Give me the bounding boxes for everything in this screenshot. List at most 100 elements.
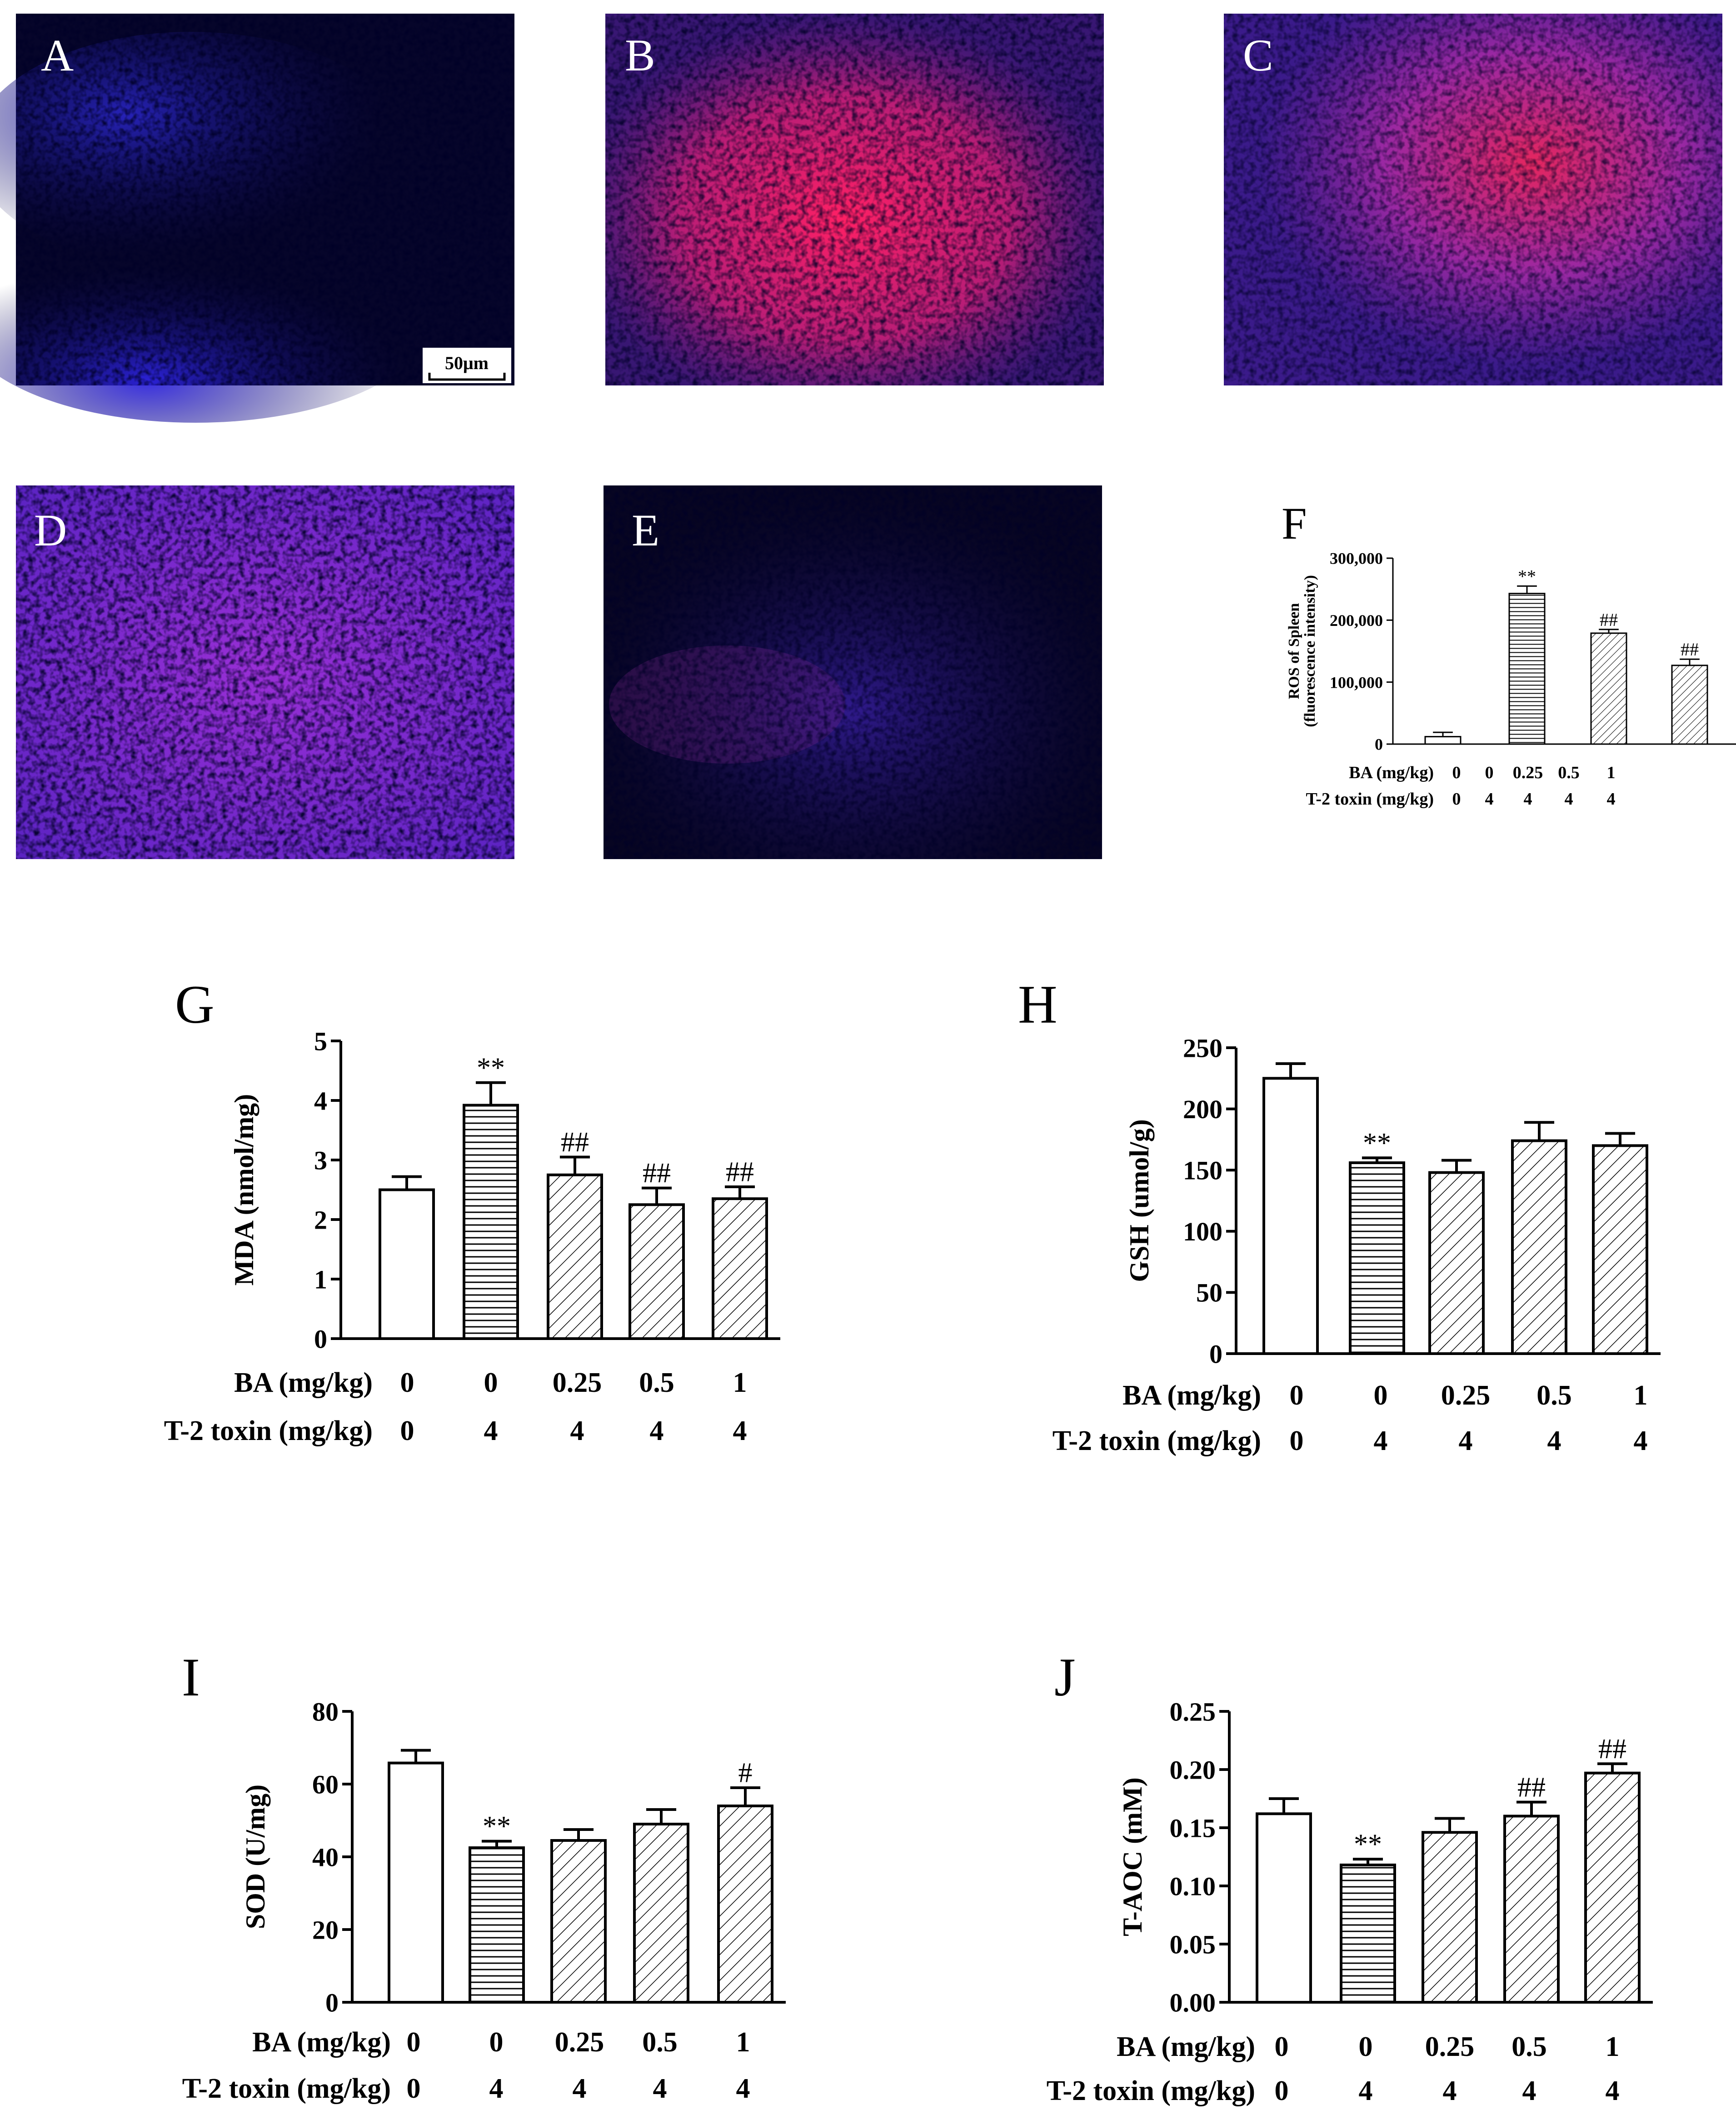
- panel-label: J: [1054, 1647, 1076, 1707]
- micrograph-e: E: [604, 485, 1102, 859]
- row-value-ba: 1: [733, 1367, 747, 1398]
- bar: [1262, 1077, 1319, 1355]
- row-value-ba: 0.25: [1513, 763, 1543, 782]
- row-value-ba: 0: [1359, 2031, 1373, 2062]
- bar: [629, 1203, 685, 1340]
- row-value-t2: 0: [1275, 2075, 1289, 2106]
- row-value-t2: 4: [1634, 1425, 1648, 1456]
- y-tick-label: 150: [1183, 1156, 1222, 1185]
- y-axis-label: (fluorescence intensity): [1302, 575, 1318, 727]
- row-value-ba: 0.25: [1425, 2031, 1475, 2062]
- y-axis-label: GSH (umol/g): [1124, 1119, 1154, 1282]
- bar: [1584, 1771, 1641, 2004]
- panel-label-e: E: [632, 505, 659, 555]
- panel-label-b: B: [625, 30, 655, 80]
- row-value-ba: 1: [1634, 1380, 1648, 1411]
- scale-bar-box: [423, 348, 511, 383]
- significance-mark: **: [1354, 1829, 1382, 1860]
- panel-label-c: C: [1243, 30, 1273, 80]
- y-tick-label: 300,000: [1330, 550, 1383, 568]
- y-tick-label: 200: [1183, 1095, 1222, 1124]
- y-tick-label: 100,000: [1330, 673, 1383, 691]
- row-value-ba: 0: [484, 1367, 498, 1398]
- bar: [1511, 1139, 1567, 1355]
- y-tick-label: 0.05: [1170, 1930, 1216, 1959]
- panel-label: I: [182, 1647, 200, 1707]
- row-value-ba: 0.5: [1512, 2031, 1547, 2062]
- row-value-ba: 0.25: [553, 1367, 602, 1398]
- panel-label: H: [1018, 974, 1058, 1035]
- significance-mark: **: [1518, 566, 1536, 586]
- row-label-t2: T-2 toxin (mg/kg): [1306, 790, 1434, 809]
- row-label-ba: BA (mg/kg): [1349, 763, 1434, 782]
- significance-mark: ##: [1598, 1734, 1626, 1765]
- row-value-ba: 0.5: [1536, 1380, 1572, 1411]
- significance-mark: ##: [1600, 610, 1618, 630]
- row-value-t2: 4: [736, 2073, 750, 2104]
- bar: [712, 1197, 768, 1340]
- bar: [550, 1839, 607, 2004]
- row-value-ba: 0: [1374, 1380, 1388, 1411]
- y-tick-label: 0.25: [1170, 1697, 1216, 1726]
- row-value-t2: 4: [1374, 1425, 1388, 1456]
- row-value-t2: 4: [1524, 790, 1532, 809]
- row-label-ba: BA (mg/kg): [252, 2027, 391, 2058]
- y-tick-label: 0: [325, 1988, 339, 2017]
- bar-charts: F 0 100,000 200,000 300,000 ROS of Spleen(flu…: [164, 498, 1736, 2106]
- chart-f: F 0 100,000 200,000 300,000 ROS of Spleen(flu…: [1282, 498, 1736, 809]
- row-value-t2: 4: [1565, 790, 1573, 809]
- row-label-ba: BA (mg/kg): [1122, 1380, 1261, 1411]
- row-value-t2: 4: [573, 2073, 587, 2104]
- row-value-t2: 4: [570, 1415, 584, 1446]
- significance-mark: **: [1363, 1128, 1391, 1159]
- panel-label: G: [175, 974, 215, 1035]
- micrograph-d: D: [16, 485, 514, 859]
- y-tick-label: 4: [314, 1086, 327, 1115]
- row-label-ba: BA (mg/kg): [1117, 2031, 1255, 2062]
- significance-mark: **: [483, 1811, 511, 1842]
- y-tick-label: 0.00: [1170, 1988, 1216, 2017]
- panel-label: F: [1282, 498, 1307, 549]
- significance-mark: ##: [726, 1157, 754, 1188]
- row-label-t2: T-2 toxin (mg/kg): [1047, 2075, 1255, 2106]
- bar: [1503, 1815, 1560, 2004]
- micrograph-a: A 50μm: [0, 14, 514, 423]
- bar: [1422, 1831, 1478, 2004]
- y-tick-label: 0: [314, 1324, 327, 1354]
- y-axis-label: ROS of Spleen: [1286, 603, 1302, 700]
- row-value-ba: 1: [1606, 2031, 1620, 2062]
- row-label-t2: T-2 toxin (mg/kg): [164, 1415, 373, 1446]
- bar: [379, 1188, 435, 1340]
- chart-j: J 0.00 0.05 0.10 0.15 0.20 0.25 T-AOC (mM) ** ## #…: [1047, 1647, 1653, 2106]
- y-axis-label: T-AOC (mM): [1117, 1777, 1147, 1936]
- y-tick-label: 0: [1375, 735, 1383, 754]
- row-value-t2: 4: [1359, 2075, 1373, 2106]
- y-tick-label: 40: [312, 1842, 339, 1872]
- row-value-ba: 0: [1290, 1380, 1304, 1411]
- scale-bar-line: [428, 373, 506, 381]
- micrograph-b: B: [605, 14, 1104, 385]
- y-tick-label: 0.10: [1170, 1871, 1216, 1901]
- panel-label-d: D: [34, 505, 67, 555]
- row-value-t2: 4: [489, 2073, 504, 2104]
- row-label-t2: T-2 toxin (mg/kg): [1053, 1425, 1261, 1456]
- bar: [1349, 1161, 1405, 1355]
- bar: [547, 1173, 603, 1340]
- row-value-t2: 4: [653, 2073, 667, 2104]
- bar: [633, 1823, 689, 2004]
- y-tick-label: 250: [1183, 1033, 1222, 1063]
- row-value-t2: 0: [1452, 790, 1461, 809]
- significance-mark: ##: [561, 1127, 589, 1158]
- row-value-ba: 1: [1607, 763, 1616, 782]
- y-tick-label: 20: [312, 1915, 339, 1945]
- row-value-t2: 4: [733, 1415, 747, 1446]
- significance-mark: #: [738, 1758, 753, 1789]
- significance-mark: **: [477, 1052, 505, 1083]
- row-value-ba: 1: [736, 2027, 750, 2058]
- bar: [469, 1846, 525, 2004]
- row-value-ba: 0: [1452, 763, 1461, 782]
- micrograph-c: C: [1224, 14, 1722, 385]
- bar: [388, 1761, 444, 2004]
